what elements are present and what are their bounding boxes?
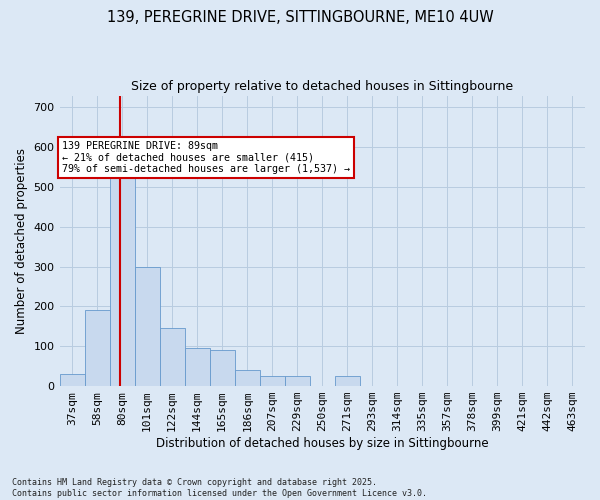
Bar (209, 350, 235, 386)
Bar (134, 266, 160, 386)
Bar (85, 310, 110, 386)
Title: Size of property relative to detached houses in Sittingbourne: Size of property relative to detached ho… (131, 80, 514, 93)
Y-axis label: Number of detached properties: Number of detached properties (15, 148, 28, 334)
Bar (285, 376, 310, 386)
Bar (335, 376, 360, 386)
Bar (160, 328, 185, 386)
Bar (59, 374, 85, 386)
Text: Contains HM Land Registry data © Crown copyright and database right 2025.
Contai: Contains HM Land Registry data © Crown c… (12, 478, 427, 498)
Bar (110, 159, 134, 386)
Text: 139, PEREGRINE DRIVE, SITTINGBOURNE, ME10 4UW: 139, PEREGRINE DRIVE, SITTINGBOURNE, ME1… (107, 10, 493, 25)
Bar (260, 376, 285, 386)
Bar (235, 370, 260, 386)
X-axis label: Distribution of detached houses by size in Sittingbourne: Distribution of detached houses by size … (156, 437, 488, 450)
Text: 139 PEREGRINE DRIVE: 89sqm
← 21% of detached houses are smaller (415)
79% of sem: 139 PEREGRINE DRIVE: 89sqm ← 21% of deta… (62, 140, 350, 174)
Bar (185, 348, 209, 386)
